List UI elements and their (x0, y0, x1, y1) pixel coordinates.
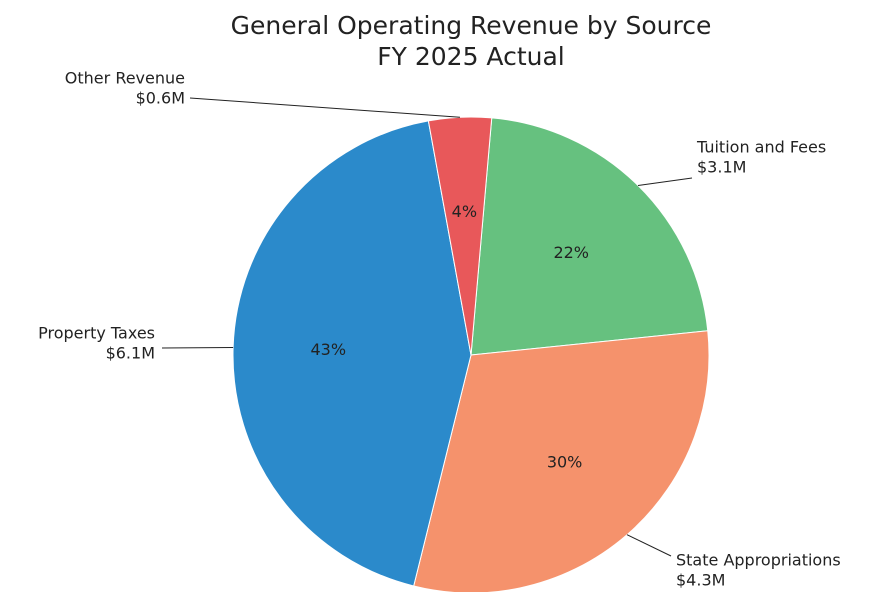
percent-label: 22% (553, 243, 589, 262)
pie-slice (470, 117, 709, 356)
percent-label: 43% (310, 340, 346, 359)
slice-name: Property Taxes (38, 324, 155, 343)
pie-slice (413, 330, 710, 592)
slice-name: Other Revenue (65, 69, 185, 88)
slice-name: State Appropriations (676, 551, 841, 570)
pie-slice (232, 120, 472, 587)
leader-line (626, 534, 672, 557)
leader-line (637, 177, 693, 186)
value-label: $3.1M (697, 158, 746, 177)
value-label: $0.6M (136, 89, 185, 108)
percent-label: 30% (547, 452, 583, 471)
slice-name: Tuition and Fees (696, 138, 826, 157)
value-label: $4.3M (676, 571, 725, 590)
pie-slice (427, 116, 493, 356)
leader-line (161, 346, 234, 349)
value-label: $6.1M (106, 344, 155, 363)
chart-title: General Operating Revenue by Source (231, 11, 712, 40)
percent-label: 4% (452, 202, 477, 221)
leader-line (189, 97, 460, 118)
chart-subtitle: FY 2025 Actual (377, 42, 565, 71)
